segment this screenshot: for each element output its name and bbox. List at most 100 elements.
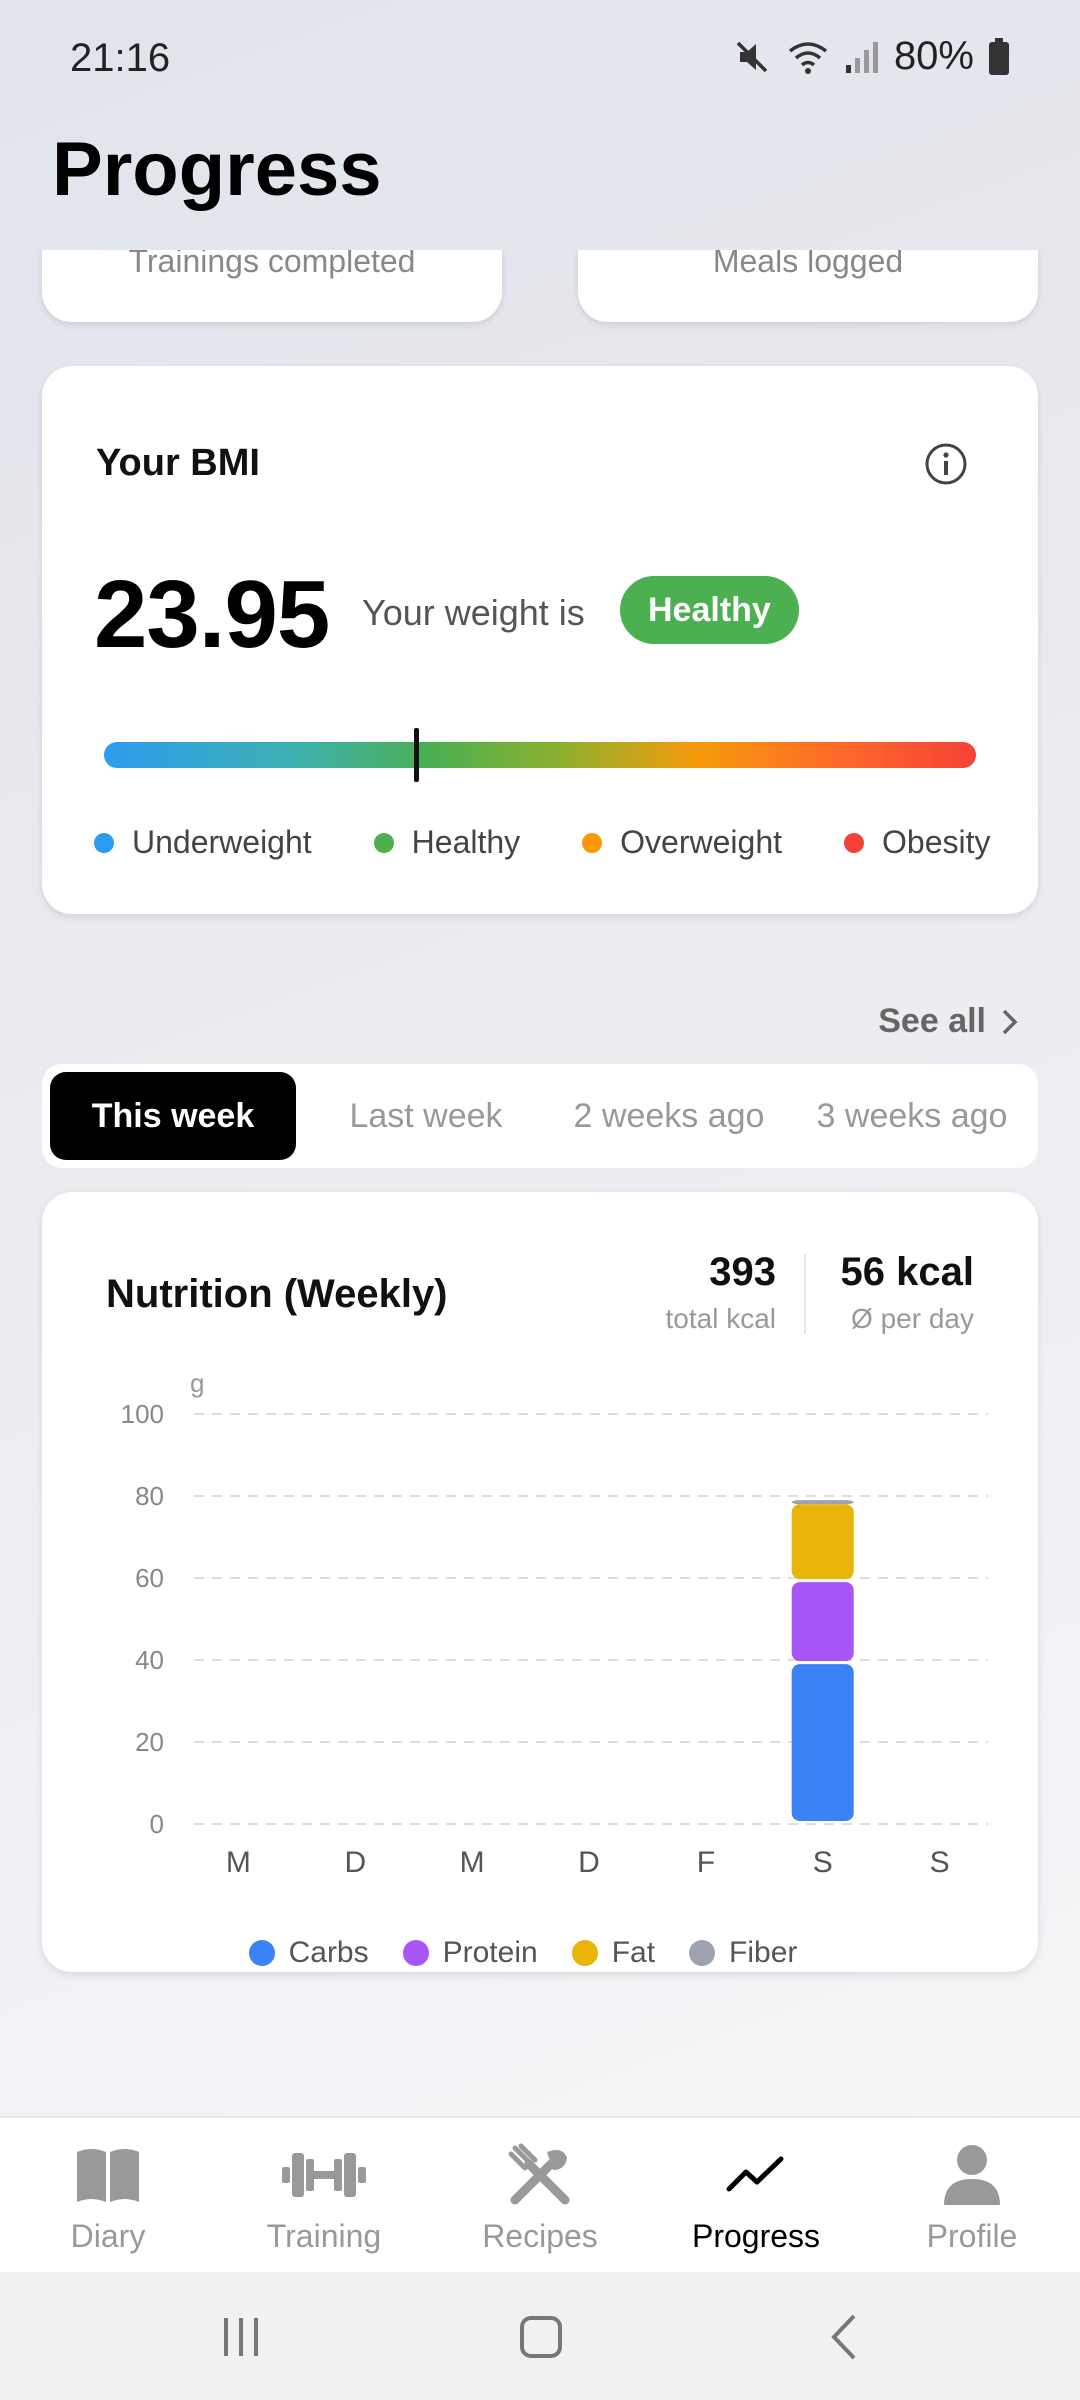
- bmi-legend: Underweight Healthy Overweight Obesity: [94, 824, 1034, 861]
- nav-label: Profile: [926, 2218, 1018, 2254]
- tab-3-weeks-ago[interactable]: 3 weeks ago: [816, 1097, 1008, 1135]
- legend-label: Carbs: [288, 1936, 369, 1969]
- legend-dot: [582, 832, 603, 853]
- stat-label: Trainings completed: [128, 250, 416, 279]
- x-tick-label: M: [460, 1846, 485, 1879]
- x-tick-label: D: [578, 1846, 600, 1879]
- legend-dot: [248, 1940, 275, 1966]
- legend-dot: [402, 1940, 429, 1966]
- signal-icon: [844, 37, 880, 77]
- legend-overweight: Overweight: [582, 824, 782, 861]
- legend-fat: Fat: [571, 1936, 656, 1970]
- avg-kcal-stat: 56 kcal Ø per day: [841, 1250, 974, 1335]
- total-kcal-value: 393: [709, 1250, 776, 1294]
- nav-label: Diary: [70, 2218, 146, 2254]
- mute-icon: [732, 37, 772, 77]
- legend-carbs: Carbs: [248, 1936, 369, 1970]
- chart-legend: Carbs Protein Fat Fiber: [42, 1936, 1038, 1970]
- nav-recipes[interactable]: Recipes: [432, 2140, 648, 2255]
- chevron-right-icon: [1002, 1009, 1018, 1034]
- x-tick-label: S: [813, 1846, 833, 1879]
- nav-diary[interactable]: Diary: [0, 2140, 216, 2255]
- total-kcal-label: total kcal: [665, 1303, 777, 1334]
- legend-fiber: Fiber: [689, 1936, 797, 1970]
- status-icons: 80%: [732, 34, 1010, 79]
- bar-segment-fiber: [791, 1500, 854, 1505]
- bmi-title: Your BMI: [96, 442, 260, 484]
- legend-dot: [571, 1940, 598, 1966]
- status-time: 21:16: [70, 36, 171, 80]
- bmi-weight-text: Your weight is: [362, 592, 585, 633]
- home-icon[interactable]: [516, 2312, 566, 2367]
- legend-label: Overweight: [620, 824, 782, 860]
- legend-label: Underweight: [132, 824, 312, 860]
- bmi-card: Your BMI 23.95 Your weight is Healthy Un…: [42, 366, 1038, 914]
- x-tick-label: M: [226, 1846, 251, 1879]
- dumbbell-icon: [216, 2140, 432, 2210]
- bar-segment-carbs: [791, 1664, 854, 1821]
- legend-healthy: Healthy: [373, 824, 520, 861]
- legend-label: Fat: [611, 1936, 656, 1969]
- nav-training[interactable]: Training: [216, 2140, 432, 2255]
- bottom-nav: Diary Training Recipes Progress Profile: [0, 2116, 1080, 2272]
- status-bar: 21:16 80%: [0, 0, 1080, 120]
- legend-obesity: Obesity: [844, 824, 990, 861]
- bmi-marker: [414, 728, 420, 782]
- bmi-value: 23.95: [94, 561, 330, 668]
- see-all-label: See all: [878, 1002, 986, 1040]
- bar-segment-fat: [791, 1504, 854, 1580]
- legend-label: Obesity: [882, 824, 991, 860]
- trainings-completed-card[interactable]: Trainings completed: [42, 250, 502, 322]
- avg-kcal-label: Ø per day: [851, 1303, 974, 1334]
- nutrition-chart: g 0 20 40 60 80 100 M D M D F S S: [121, 1368, 988, 1879]
- tab-this-week[interactable]: This week: [50, 1072, 296, 1160]
- page-title: Progress: [52, 127, 382, 212]
- legend-label: Protein: [442, 1936, 538, 1969]
- utensils-icon: [432, 2140, 648, 2210]
- back-icon[interactable]: [820, 2312, 870, 2367]
- system-nav-bar: [0, 2272, 1080, 2400]
- nav-progress[interactable]: Progress: [648, 2140, 864, 2255]
- meals-logged-card[interactable]: Meals logged: [578, 250, 1038, 322]
- info-icon[interactable]: [924, 442, 968, 486]
- x-tick-label: F: [697, 1846, 715, 1879]
- week-tabs: This week Last week 2 weeks ago 3 weeks …: [42, 1064, 1038, 1168]
- scroll-content[interactable]: Trainings completed Meals logged Your BM…: [0, 250, 1080, 2116]
- y-tick-label: 80: [135, 1481, 164, 1511]
- nav-label: Recipes: [482, 2218, 598, 2254]
- nav-profile[interactable]: Profile: [864, 2140, 1080, 2255]
- y-tick-label: 60: [135, 1563, 164, 1593]
- book-icon: [0, 2140, 216, 2210]
- person-icon: [864, 2140, 1080, 2210]
- battery-icon: [988, 37, 1010, 76]
- y-axis-unit-label: g: [190, 1368, 204, 1398]
- wifi-icon: [786, 37, 830, 77]
- trend-icon: [648, 2140, 864, 2210]
- y-tick-label: 40: [135, 1645, 164, 1675]
- nutrition-title: Nutrition (Weekly): [106, 1272, 448, 1316]
- legend-dot: [689, 1940, 716, 1966]
- stat-divider: [804, 1254, 806, 1334]
- legend-dot: [844, 832, 864, 853]
- legend-underweight: Underweight: [94, 824, 312, 861]
- total-kcal-stat: 393 total kcal: [666, 1250, 777, 1335]
- bmi-status-badge: Healthy: [620, 576, 799, 644]
- legend-label: Fiber: [729, 1936, 798, 1969]
- bar-segment-protein: [791, 1582, 854, 1662]
- legend-dot: [94, 832, 114, 853]
- see-all-link[interactable]: See all: [878, 1002, 1020, 1041]
- y-tick-label: 0: [150, 1809, 164, 1839]
- battery-percent: 80%: [893, 34, 974, 78]
- avg-kcal-value: 56 kcal: [840, 1250, 974, 1294]
- x-tick-label: S: [930, 1846, 950, 1879]
- y-tick-label: 100: [121, 1399, 164, 1429]
- x-tick-label: D: [344, 1846, 366, 1879]
- tab-2-weeks-ago[interactable]: 2 weeks ago: [573, 1097, 765, 1135]
- legend-dot: [373, 832, 394, 853]
- nutrition-card: g 0 20 40 60 80 100 M D M D F S S Nutrition (Weekly) …: [42, 1192, 1038, 1972]
- y-tick-label: 20: [135, 1727, 164, 1757]
- recent-apps-icon[interactable]: [216, 2312, 266, 2367]
- tab-last-week[interactable]: Last week: [349, 1097, 503, 1135]
- nav-label: Progress: [691, 2218, 821, 2254]
- stat-label: Meals logged: [712, 250, 904, 279]
